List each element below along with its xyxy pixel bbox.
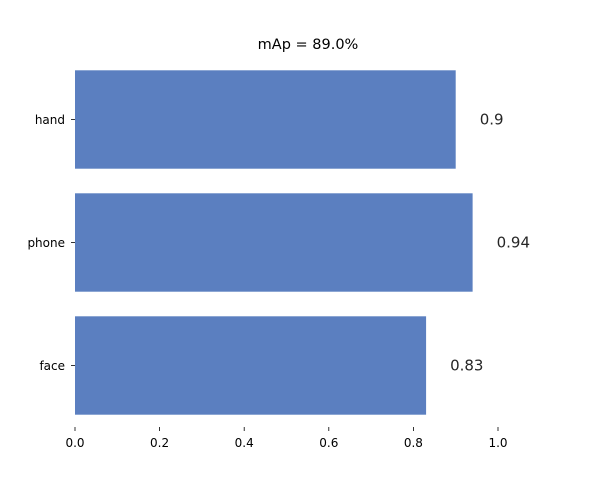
x-tick-label-4: 0.8 [404, 436, 423, 450]
x-tick-label-1: 0.2 [150, 436, 169, 450]
value-label-face: 0.83 [450, 357, 483, 375]
chart-title: mAp = 89.0% [258, 37, 359, 53]
x-tick-label-0: 0.0 [65, 436, 84, 450]
x-tick-label-3: 0.6 [319, 436, 338, 450]
plot-area: hand 0.9 phone 0.94 face 0.83 0.0 0.2 0.4 0.6 0.8 1… [27, 70, 530, 450]
bar-phone [75, 193, 473, 292]
value-label-hand: 0.9 [480, 111, 504, 129]
y-tick-label-face: face [39, 359, 65, 373]
bar-face [75, 316, 427, 415]
bar-hand [75, 70, 456, 169]
x-tick-label-5: 1.0 [488, 436, 507, 450]
value-label-phone: 0.94 [497, 234, 530, 252]
y-tick-label-hand: hand [35, 113, 65, 127]
x-tick-label-2: 0.4 [235, 436, 254, 450]
y-tick-label-phone: phone [27, 236, 65, 250]
